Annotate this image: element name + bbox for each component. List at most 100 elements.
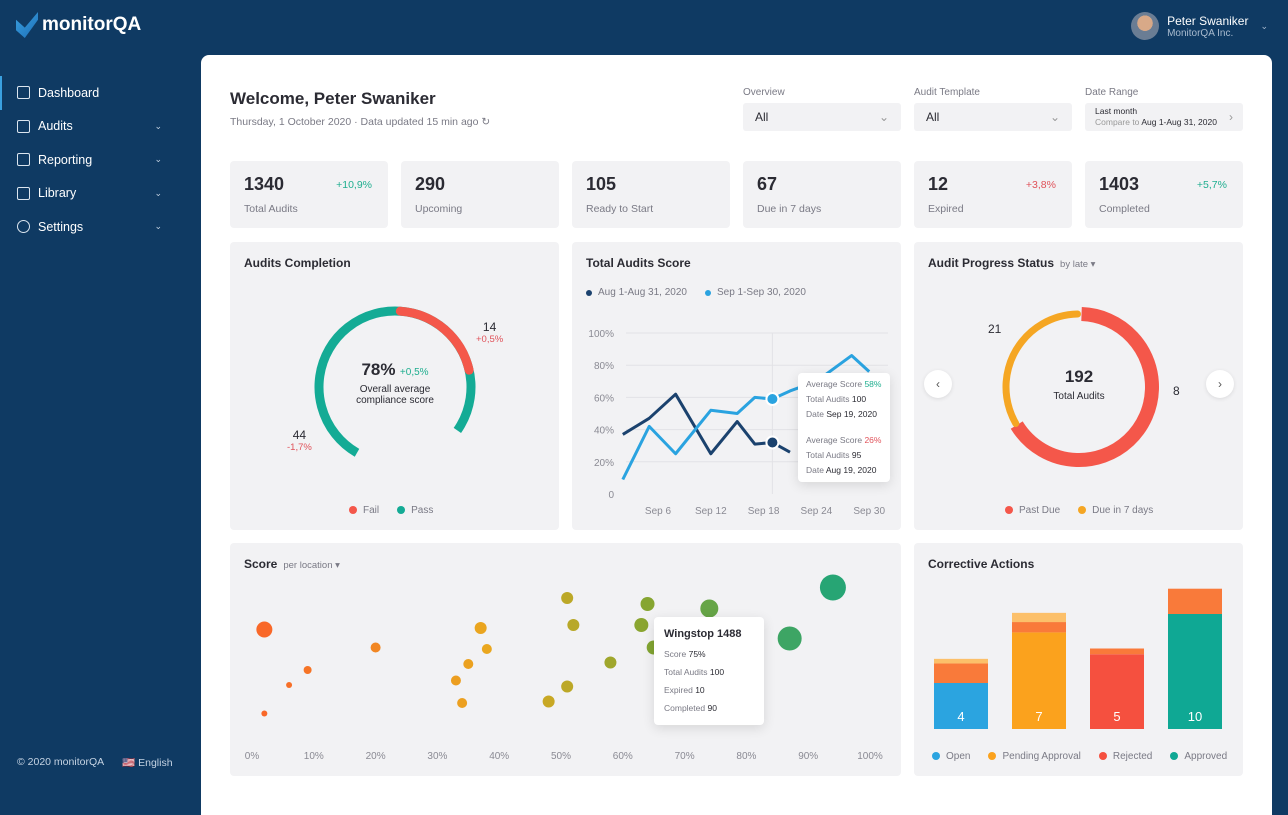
user-menu[interactable]: Peter Swaniker MonitorQA Inc. ⌄ [1131,12,1268,40]
overview-select[interactable]: All ⌄ [743,103,901,131]
completion-delta: +0,5% [399,367,429,378]
line-tooltip: Average Score 58% Total Audits 100 Date … [798,373,890,482]
series-line [622,392,791,456]
bar-segment [1090,648,1144,655]
chevron-down-icon: ⌄ [154,120,162,131]
stat-card[interactable]: 12 Expired +3,8% [914,161,1072,228]
stat-delta: +10,9% [336,179,372,191]
scatter-point [634,618,649,632]
sidebar-item-dashboard[interactable]: Dashboard [0,76,180,110]
legend-item[interactable]: Rejected [1098,751,1152,762]
grid-icon [17,86,30,100]
bar-value-label: 5 [1113,709,1120,724]
chevron-down-icon: ⌄ [154,221,162,232]
score-per-location-card: Score per location ▾ 0% 10% 20% 30% 40% 50% 60%… [230,543,901,776]
logo[interactable]: monitorQA [16,12,141,38]
scatter-point [261,710,268,717]
stat-label: Completed [1099,203,1150,215]
sidebar-item-library[interactable]: Library ⌄ [0,177,180,211]
page-subtitle: Thursday, 1 October 2020 · Data updated … [230,116,491,128]
date-range-label: Date Range [1085,87,1139,98]
stat-value: 12 [928,174,949,194]
x-tick-label: 30% [427,751,447,762]
bar [1090,654,1144,729]
x-tick-label: 100% [857,751,883,762]
chevron-down-icon: ⌄ [1260,20,1268,31]
bar-segment [934,658,988,664]
stat-card[interactable]: 1340 Total Audits +10,9% [230,161,388,228]
y-tick-label: 0 [608,490,614,501]
audit-template-label: Audit Template [914,87,980,98]
x-tick-label: 40% [489,751,509,762]
folder-icon [17,186,30,200]
sidebar-item-audits[interactable]: Audits ⌄ [0,110,180,144]
x-tick-label: Sep 30 [853,506,885,517]
card-title: Total Audits Score [586,256,691,270]
bar-chart: 4 7 5 10 [934,588,1222,729]
card-title: Corrective Actions [928,557,1035,571]
refresh-icon[interactable]: ↻ [481,116,491,128]
progress-donut [999,307,1159,467]
sidebar-item-reporting[interactable]: Reporting ⌄ [0,143,180,177]
scatter-point [370,642,381,653]
chevron-down-icon: ⌄ [154,187,162,198]
audit-icon [17,119,30,133]
per-location-filter[interactable]: per location ▾ [283,560,340,571]
by-late-filter[interactable]: by late ▾ [1060,259,1096,270]
x-tick-label: 0% [245,751,260,762]
next-arrow-button[interactable]: › [1206,370,1234,398]
scatter-point [463,659,474,669]
legend-item[interactable]: Open [932,751,970,762]
x-tick-label: 70% [675,751,695,762]
user-company: MonitorQA Inc. [1167,27,1234,39]
total-audits-score-card: Total Audits Score Aug 1-Aug 31, 2020 Sep… [572,242,901,530]
stat-card[interactable]: 67 Due in 7 days [743,161,901,228]
corrective-actions-card: Corrective Actions 4 7 5 10 Open Pending App… [914,543,1243,776]
card-title: Audits Completion [244,256,351,270]
language-selector[interactable]: 🇺🇸 English [122,757,173,769]
scatter-point [481,644,492,654]
stat-card[interactable]: 1403 Completed +5,7% [1085,161,1243,228]
stat-card[interactable]: 290 Upcoming [401,161,559,228]
legend-item[interactable]: Pending Approval [988,751,1081,762]
legend-aug[interactable]: Aug 1-Aug 31, 2020 [586,287,687,298]
report-icon [17,153,30,167]
stat-label: Upcoming [415,203,463,215]
legend-sep[interactable]: Sep 1-Sep 30, 2020 [704,287,806,298]
stat-label: Due in 7 days [757,203,822,215]
card-title: Audit Progress Status by late ▾ [928,256,1096,270]
scatter-point [256,621,273,638]
stat-value: 67 [757,174,778,194]
stat-label: Ready to Start [586,203,654,215]
y-tick-label: 20% [594,458,614,469]
prev-arrow-button[interactable]: ‹ [924,370,952,398]
bar-value-label: 7 [1035,709,1042,724]
logo-mark-icon [16,12,38,38]
sidebar-item-settings[interactable]: Settings ⌄ [0,210,180,244]
legend-item[interactable]: Approved [1170,751,1227,762]
legend-fail[interactable]: Fail [349,505,379,516]
scatter-chart: 0% 10% 20% 30% 40% 50% 60% 70% 80% 90% 100% [245,574,883,762]
stat-card[interactable]: 105 Ready to Start [572,161,730,228]
bar [1012,632,1066,729]
scatter-point [286,682,293,688]
x-tick-label: 60% [613,751,633,762]
fail-delta: +0,5% [476,334,504,345]
date-range-select[interactable]: Last month Compare to Aug 1-Aug 31, 2020 … [1085,103,1243,131]
x-tick-label: 20% [366,751,386,762]
scatter-point [819,574,846,601]
pass-count: 44 [292,428,307,442]
scatter-point [303,666,312,674]
stat-value: 290 [415,174,446,194]
y-tick-label: 60% [594,393,614,404]
bar-value-label: 4 [957,709,964,724]
card-title: Score per location ▾ [244,557,340,571]
audit-template-select[interactable]: All ⌄ [914,103,1072,131]
x-tick-label: Sep 24 [801,506,833,517]
scatter-point [542,695,555,708]
legend-due-7[interactable]: Due in 7 days [1078,505,1153,516]
x-tick-label: Sep 12 [695,506,727,517]
main-content: Welcome, Peter Swaniker Thursday, 1 Octo… [201,55,1272,815]
legend-pass[interactable]: Pass [397,505,433,516]
legend-past-due[interactable]: Past Due [1005,505,1060,516]
